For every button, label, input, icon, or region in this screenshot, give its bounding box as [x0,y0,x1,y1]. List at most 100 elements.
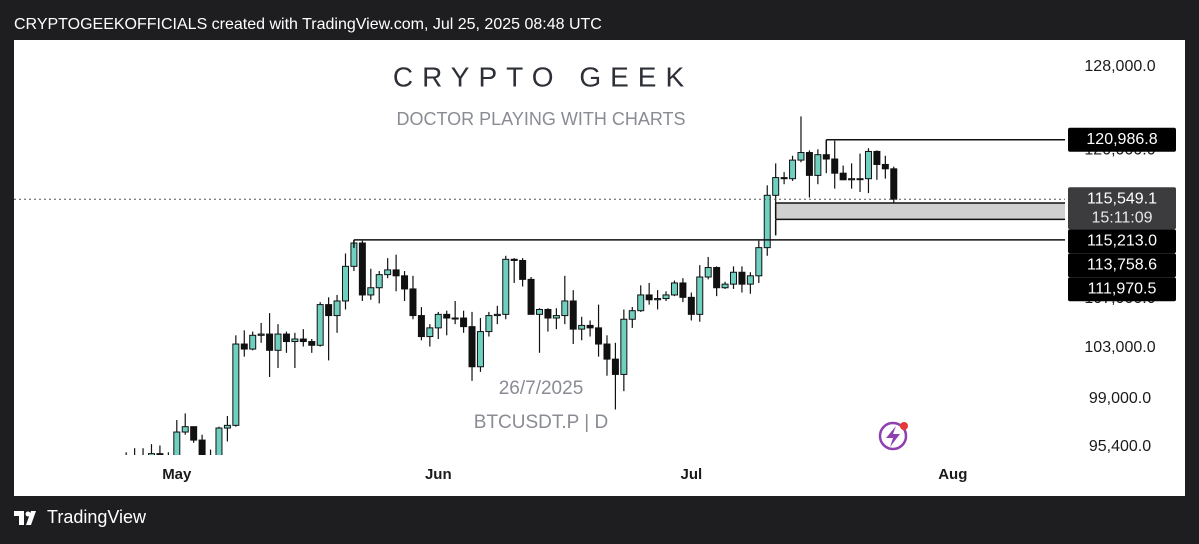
watermark-subtitle: DOCTOR PLAYING WITH CHARTS [396,109,685,129]
candle-body [485,315,493,333]
x-tick-label: Jul [680,466,702,483]
candle-body [881,163,889,170]
candle-body [831,158,839,174]
watermark-date: 26/7/2025 [499,378,584,399]
level-label-box [1068,277,1176,302]
candle-body [637,294,645,312]
candle-body [713,267,721,289]
chart-area [14,40,1185,496]
candle-body [873,150,881,165]
candle-body [308,341,316,346]
watermark-symbol: BTCUSDT.P | D [474,412,608,433]
candle-body [552,315,560,319]
candle-body [198,439,206,455]
candle-body [493,313,501,317]
candle-body [426,327,434,338]
candle-body [569,300,577,330]
candle-body [502,258,510,315]
candle-body [333,300,341,317]
candle-body [392,269,400,277]
watermark-title: CRYPTO GEEK [393,61,693,92]
candle-body [864,150,872,180]
level-zone [775,202,1065,220]
footer-brand[interactable]: TradingView [47,507,147,527]
candle-body [586,324,594,329]
candle-body [603,343,611,360]
candle-body [291,338,299,343]
candle-body [620,318,628,375]
candle-body [249,334,257,350]
alert-icon[interactable] [878,421,908,451]
footer-logo[interactable] [14,511,36,525]
countdown: 15:11:09 [1091,209,1152,226]
candle-body [662,294,670,300]
candle-body [282,333,290,343]
candle-body [232,343,240,426]
candle-body [814,154,822,176]
candle-body [274,333,282,351]
candles [125,116,898,455]
candle-body [223,424,231,429]
candle-body [544,308,552,319]
candle-body [181,426,189,433]
candle-body [789,159,797,180]
header-text: CRYPTOGEEKOFFICIALS created with Trading… [14,16,602,33]
candle-body [721,283,729,289]
candle-body [611,358,619,375]
candle-body [409,288,417,317]
candle-body [519,259,527,280]
candle-body [156,453,164,455]
candle-body [325,304,333,317]
candle-body [763,194,771,249]
level-label-box [1068,253,1176,278]
candle-body [578,324,586,330]
candle-body [147,453,155,455]
candle-body [848,178,856,181]
candle-body [266,333,274,351]
y-tick-label: 128,000.0 [1084,58,1155,75]
level-label: 113,758.6 [1087,256,1157,273]
candle-body [679,282,687,298]
candle-body [434,313,442,329]
candle-body [536,308,543,315]
candle-body [746,275,754,285]
candle-body [316,304,324,346]
candle-body [451,317,459,320]
candle-body [890,168,898,200]
x-tick-label: Jun [425,466,452,483]
candle-body [460,317,468,328]
level-label-box [1068,127,1176,152]
candle-body [645,294,653,301]
candle-body [654,298,662,301]
candle-body [670,282,678,296]
candle-body [704,267,712,278]
candle-body [257,333,265,336]
last-price-box [1068,187,1176,230]
x-tick-label: Aug [938,466,967,483]
candle-body [856,178,864,181]
candle-body [173,431,181,455]
candle-body [696,276,704,315]
candle-body [417,315,425,338]
candle-body [190,426,198,441]
candle-body [780,177,788,180]
x-tick-label: May [162,466,192,483]
candle-body [805,152,813,176]
y-tick-label: 99,000.0 [1089,390,1151,407]
candle-body [443,313,451,319]
candle-body [797,152,805,161]
level-label: 115,213.0 [1087,232,1157,249]
candle-body [628,310,636,320]
candle-body [384,269,392,276]
candle-body [738,271,746,285]
y-tick-label: 95,400.0 [1089,438,1151,455]
candle-body [375,274,383,289]
candle-body [401,275,409,290]
candle-body [730,271,738,285]
candle-body [510,258,518,261]
y-tick-label: 103,000.0 [1084,339,1155,356]
candle-body [468,326,476,368]
level-label: 120,986.8 [1086,131,1157,148]
level-label: 111,970.5 [1088,280,1157,297]
